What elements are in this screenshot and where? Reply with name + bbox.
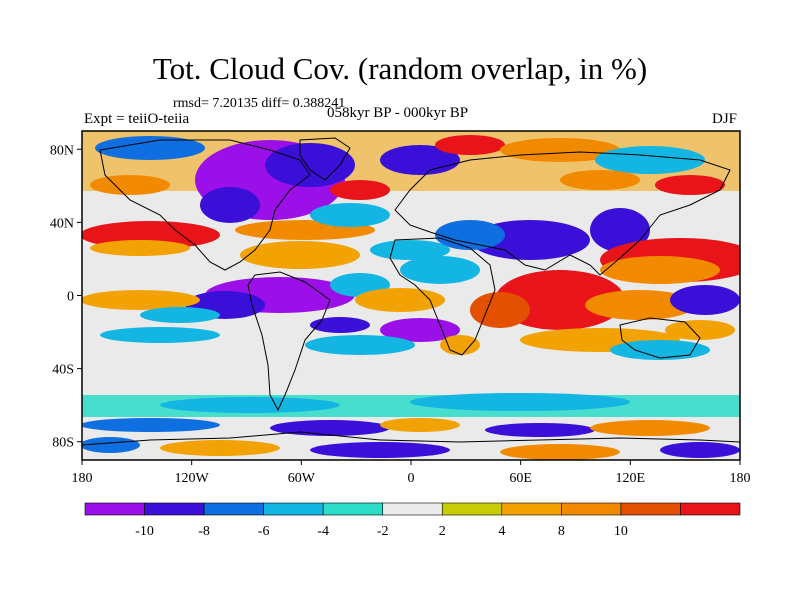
colorbar-swatch xyxy=(441,502,503,516)
colorbar-label: -2 xyxy=(377,524,389,539)
lon-label: 120E xyxy=(616,471,646,486)
colorbar-swatch xyxy=(144,502,205,516)
lon-label: 180 xyxy=(730,471,751,486)
colorbar-swatch xyxy=(84,502,145,516)
lat-label: 80N xyxy=(50,143,74,158)
season-label: DJF xyxy=(712,111,738,127)
colorbar-label: -6 xyxy=(258,524,270,539)
colorbar-swatch xyxy=(263,502,324,516)
colorbar-label: 4 xyxy=(498,524,505,539)
colorbar-label: -10 xyxy=(135,524,154,539)
colorbar-label: -8 xyxy=(198,524,210,539)
colorbar-swatch xyxy=(501,502,562,516)
colorbar-label: 2 xyxy=(439,524,446,539)
colorbar-swatch xyxy=(382,502,443,516)
experiment-label: Expt = teiiO-teiia xyxy=(84,111,190,127)
colorbar-label: 10 xyxy=(614,524,628,539)
colorbar: -10 -8 -6 -4 -2 2 4 8 10 xyxy=(84,502,741,539)
cloud-anomaly-field xyxy=(82,131,740,460)
lat-label: 0 xyxy=(67,290,74,305)
colorbar-swatch xyxy=(680,502,741,516)
coastlines xyxy=(82,137,740,446)
latitude-axis: 80N 40N 0 40S 80S xyxy=(50,143,82,451)
lat-label: 40S xyxy=(52,363,74,378)
period-label: 058kyr BP - 000kyr BP xyxy=(327,105,469,121)
lat-label: 80S xyxy=(52,436,74,451)
colorbar-swatch xyxy=(620,502,681,516)
lon-label: 120W xyxy=(175,471,210,486)
colorbar-swatch xyxy=(203,502,264,516)
lon-label: 180 xyxy=(72,471,93,486)
lon-label: 60W xyxy=(288,471,316,486)
map-title: Tot. Cloud Cov. (random overlap, in %) xyxy=(152,51,648,86)
lon-label: 0 xyxy=(408,471,415,486)
colorbar-label: -4 xyxy=(317,524,329,539)
rmsd-stats: rmsd= 7.20135 diff= 0.388241 xyxy=(173,96,346,111)
colorbar-swatch xyxy=(561,502,622,516)
longitude-axis: 180 120W 60W 0 60E 120E 180 xyxy=(72,460,751,486)
colorbar-swatch xyxy=(322,502,384,516)
lat-label: 40N xyxy=(50,216,74,231)
colorbar-label: 8 xyxy=(558,524,565,539)
lon-label: 60E xyxy=(509,471,532,486)
